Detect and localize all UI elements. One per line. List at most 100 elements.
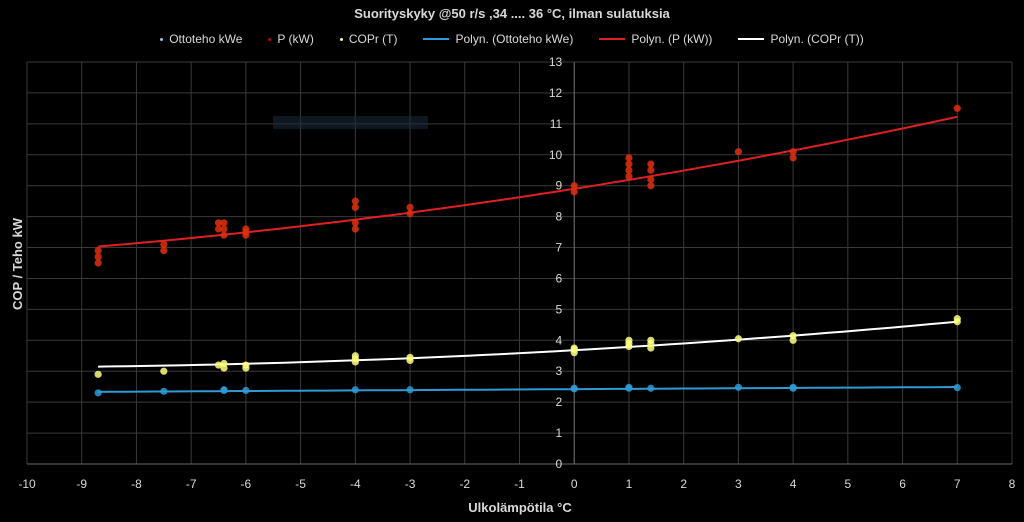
x-tick-label: 6: [899, 477, 906, 491]
data-point-series-2: [734, 335, 742, 343]
y-tick-label: 1: [556, 426, 563, 440]
y-tick-label: 5: [556, 302, 563, 316]
data-point-series-1: [406, 209, 414, 218]
data-point-series-0: [94, 389, 102, 397]
x-tick-label: -4: [350, 477, 361, 491]
x-axis-title: Ulkolämpötila °C: [468, 500, 572, 515]
data-point-series-1: [351, 219, 359, 227]
data-point-series-2: [220, 359, 228, 368]
y-tick-label: 6: [556, 271, 563, 285]
legend-item-p: P (kW): [268, 31, 314, 47]
data-point-series-0: [406, 386, 414, 394]
data-point-series-0: [220, 386, 228, 395]
data-point-series-0: [242, 386, 250, 395]
x-tick-label: 7: [954, 477, 961, 491]
x-tick-label: -8: [131, 477, 142, 491]
chart-title: Suorityskyky @50 r/s ,34 .... 36 °C, ilm…: [354, 6, 670, 21]
data-point-series-2: [570, 344, 578, 352]
data-point-series-0: [570, 384, 578, 392]
data-point-series-1: [94, 259, 102, 267]
y-tick-label: 11: [550, 117, 563, 131]
data-point-series-2: [789, 332, 797, 340]
data-point-series-1: [647, 160, 655, 168]
data-point-series-1: [647, 182, 655, 190]
data-point-series-1: [351, 203, 359, 211]
data-point-series-1: [625, 154, 633, 162]
y-tick-label: 7: [556, 241, 563, 255]
data-point-series-2: [94, 370, 102, 378]
x-tick-label: 5: [844, 477, 851, 491]
data-point-series-0: [625, 384, 633, 392]
data-point-series-1: [789, 148, 797, 156]
data-point-series-2: [160, 367, 168, 375]
legend-item-copr: COPr (T): [339, 31, 398, 47]
x-tick-label: -10: [18, 477, 36, 491]
data-point-series-2: [625, 336, 633, 344]
trendline-2: [98, 320, 958, 368]
data-point-series-2: [406, 353, 414, 361]
data-point-series-1: [160, 247, 168, 255]
y-tick-label: 10: [549, 148, 563, 162]
legend-label-copr: COPr (T): [348, 32, 398, 46]
data-point-series-1: [647, 166, 655, 174]
legend-marker-ottoteho: [160, 37, 164, 41]
legend-line-polyn-p: [599, 38, 626, 40]
data-point-series-1: [625, 166, 633, 174]
data-point-series-1: [570, 188, 578, 196]
data-point-series-1: [953, 104, 961, 112]
legend-label-polyn-ottoteho: Polyn. (Ottoteho kWe): [455, 32, 574, 46]
watermark-box: [273, 116, 428, 129]
legend-item-polyn-copr: Polyn. (COPr (T)): [738, 31, 864, 47]
legend-marker-copr: [339, 37, 343, 41]
y-tick-label: 2: [556, 395, 563, 409]
legend-line-polyn-copr: [738, 38, 765, 40]
trendline-1: [98, 115, 958, 248]
data-point-series-2: [242, 361, 250, 369]
data-point-series-0: [789, 383, 797, 391]
x-tick-label: -3: [405, 477, 416, 491]
x-tick-label: 3: [735, 477, 742, 491]
x-tick-labels: -10 -9 -8 -7 -6 -5 -4 -3 -2 -1 0 1 2 3 4 5 6 7 8: [18, 477, 1015, 491]
data-point-series-1: [647, 175, 655, 184]
data-point-series-1: [625, 160, 633, 168]
x-tick-label: 2: [680, 477, 687, 491]
data-point-series-2: [953, 315, 961, 323]
y-tick-label: 3: [556, 364, 563, 378]
data-point-series-0: [160, 387, 168, 395]
y-tick-label: 12: [549, 86, 563, 100]
data-point-series-1: [220, 225, 228, 233]
data-point-series-1: [160, 240, 168, 249]
y-tick-label: 13: [549, 55, 563, 69]
legend-label-polyn-copr: Polyn. (COPr (T)): [770, 32, 864, 46]
data-point-series-0: [734, 383, 742, 391]
x-tick-label: -2: [459, 477, 470, 491]
data-point-series-1: [220, 219, 228, 227]
chart-legend: Ottoteho kWe P (kW) COPr (T) Polyn. (Ott…: [0, 31, 1024, 47]
data-point-series-1: [94, 247, 102, 255]
legend-item-polyn-ottoteho: Polyn. (Ottoteho kWe): [423, 31, 573, 47]
legend-label-polyn-p: Polyn. (P (kW)): [631, 32, 713, 46]
trendlines: [98, 115, 958, 393]
legend-line-polyn-ottoteho: [423, 38, 450, 40]
legend-item-ottoteho: Ottoteho kWe: [160, 31, 242, 47]
x-tick-label: -1: [514, 477, 525, 491]
data-point-series-0: [647, 384, 655, 392]
legend-item-polyn-p: Polyn. (P (kW)): [599, 31, 712, 47]
x-tick-label: 1: [626, 477, 633, 491]
y-tick-label: 9: [556, 179, 563, 193]
x-tick-label: -6: [241, 477, 252, 491]
x-tick-label: -5: [295, 477, 306, 491]
y-tick-label: 0: [556, 457, 563, 471]
y-tick-label: 8: [556, 210, 563, 224]
data-point-series-0: [953, 384, 961, 392]
data-point-series-1: [789, 154, 797, 162]
x-tick-label: 0: [571, 477, 578, 491]
x-tick-label: 8: [1009, 477, 1016, 491]
data-point-series-1: [734, 148, 742, 156]
legend-marker-p: [268, 37, 272, 41]
data-point-series-0: [351, 386, 359, 394]
y-axis-title: COP / Teho kW: [10, 217, 25, 310]
data-point-series-1: [570, 182, 578, 190]
data-point-series-1: [351, 225, 359, 233]
